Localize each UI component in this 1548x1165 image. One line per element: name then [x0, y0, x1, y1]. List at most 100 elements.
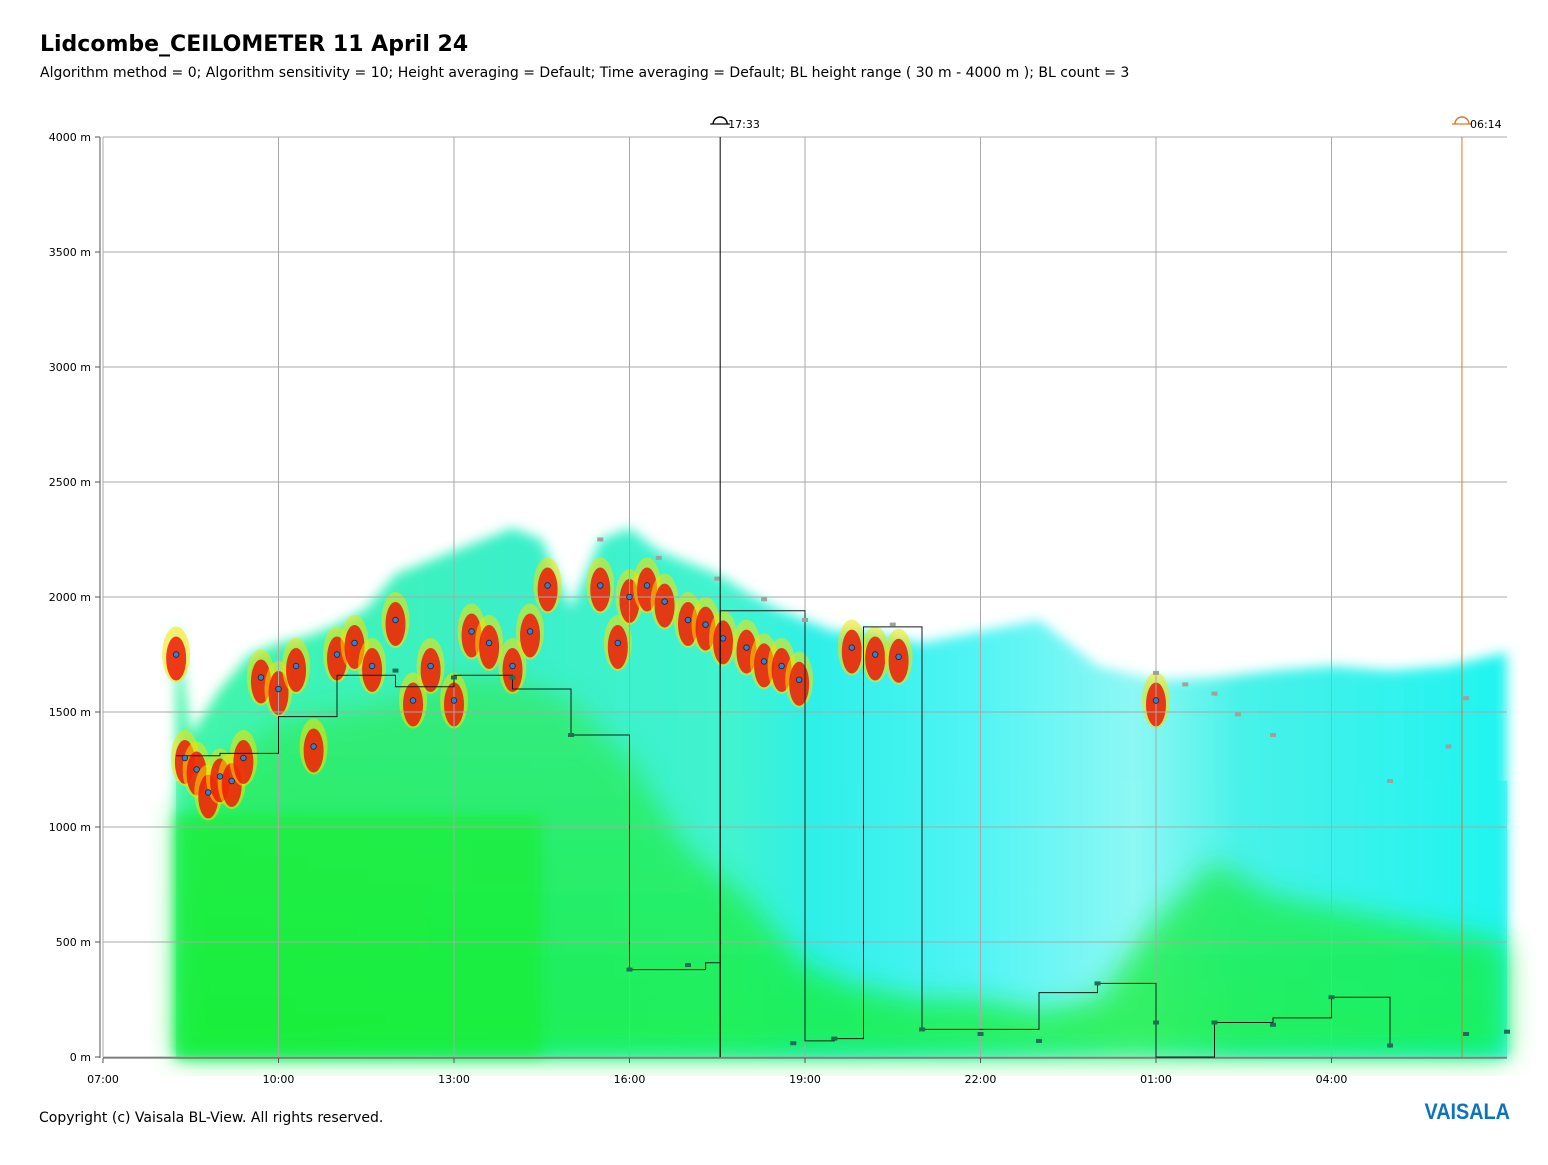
cloud-base-point-32 — [760, 658, 768, 665]
cloud-base-point-20 — [509, 662, 516, 670]
cloud-base-point-37 — [895, 653, 902, 660]
bl-dot-0 — [392, 668, 399, 673]
sunrise-icon — [1451, 116, 1472, 125]
cloud-core-37 — [888, 638, 909, 683]
residual-dot-13 — [1463, 696, 1470, 701]
bl-dot-12 — [1153, 1020, 1159, 1025]
cloud-base-point-2 — [193, 766, 200, 773]
cloud-base-point-8 — [275, 685, 282, 693]
cloud-base-point-21 — [526, 628, 534, 635]
bl-dot-4 — [626, 967, 633, 972]
residual-dot-6 — [1153, 670, 1159, 675]
cloud-base-point-4 — [216, 773, 224, 780]
y-tick-label-5: 2500 m — [49, 476, 91, 489]
bl-dot-11 — [1094, 981, 1101, 986]
x-tick-label-6: 01:00 — [1140, 1073, 1172, 1086]
bl-dot-14 — [1270, 1022, 1276, 1027]
y-tick-label-3: 1500 m — [49, 706, 91, 719]
cloud-core-15 — [403, 682, 424, 727]
x-tick-label-1: 10:00 — [263, 1073, 295, 1086]
residual-dot-10 — [1270, 733, 1276, 737]
bl-dot-9 — [977, 1032, 984, 1036]
residual-dot-2 — [714, 576, 721, 581]
chart-title: Lidcombe_CEILOMETER 11 April 24 — [40, 32, 469, 57]
cloud-base-point-25 — [626, 593, 633, 601]
cloud-core-30 — [713, 620, 734, 665]
cloud-core-21 — [520, 613, 541, 658]
residual-dot-9 — [1234, 712, 1241, 717]
cloud-base-point-36 — [872, 651, 879, 658]
cloud-base-point-7 — [257, 674, 265, 681]
cloud-base-point-14 — [392, 616, 399, 624]
cloud-core-22 — [537, 567, 558, 612]
residual-dot-7 — [1182, 682, 1189, 687]
vaisala-logo: VAISALA — [1424, 1099, 1510, 1124]
x-tick-label-3: 16:00 — [614, 1073, 646, 1086]
bl-dot-6 — [790, 1041, 797, 1046]
y-tick-label-8: 4000 m — [49, 131, 91, 144]
cloud-base-point-26 — [643, 582, 651, 589]
cloud-core-23 — [590, 567, 611, 612]
chart-subtitle: Algorithm method = 0; Algorithm sensitiv… — [40, 65, 1130, 81]
cloud-core-20 — [502, 648, 523, 692]
residual-dot-3 — [761, 597, 768, 602]
aerosol-morning — [176, 815, 542, 1057]
axes: 17:33 06:14 0 m 500 m 1000 m 1500 m 2000 m 2500… — [49, 116, 1507, 1086]
cloud-base-point-23 — [597, 582, 604, 589]
copyright-notice: Copyright (c) Vaisala BL-View. All right… — [39, 1110, 384, 1126]
cloud-base-point-35 — [848, 644, 855, 651]
cloud-core-16 — [420, 648, 441, 692]
bl-dot-10 — [1036, 1038, 1042, 1043]
cloud-base-point-34 — [795, 676, 803, 683]
cloud-base-point-19 — [485, 639, 493, 647]
cloud-base-point-17 — [450, 697, 458, 704]
y-tick-label-7: 3500 m — [49, 246, 91, 259]
cloud-base-point-9 — [292, 662, 300, 670]
residual-dot-11 — [1387, 779, 1393, 783]
cloud-core-24 — [607, 625, 628, 669]
cloud-base-point-12 — [351, 639, 358, 647]
cloud-core-19 — [479, 625, 500, 669]
cloud-core-13 — [362, 648, 383, 692]
boundary-layer-marks — [172, 137, 1510, 1058]
cloud-core-9 — [286, 648, 307, 692]
cloud-base-point-24 — [614, 639, 621, 647]
cloud-core-0 — [166, 636, 187, 681]
cloud-core-10 — [303, 728, 324, 773]
bl-dot-3 — [568, 733, 574, 737]
y-tick-label-4: 2000 m — [49, 591, 91, 604]
bl-dot-16 — [1387, 1043, 1393, 1048]
bl-dot-18 — [1504, 1029, 1510, 1034]
cloud-base-point-13 — [368, 662, 376, 670]
y-tick-label-0: 0 m — [70, 1051, 91, 1064]
cloud-core-27 — [654, 583, 675, 628]
x-tick-label-4: 19:00 — [789, 1073, 821, 1086]
cloud-base-point-33 — [778, 662, 785, 670]
bl-dot-17 — [1463, 1032, 1470, 1036]
cloud-core-35 — [841, 629, 862, 674]
bl-dot-2 — [509, 675, 516, 680]
cloud-base-point-30 — [719, 635, 727, 642]
cloud-core-6 — [233, 740, 254, 784]
cloud-base-point-15 — [409, 697, 417, 704]
y-tick-label-6: 3000 m — [49, 361, 91, 374]
cloud-base-point-27 — [661, 598, 668, 605]
cloud-base-point-10 — [310, 743, 317, 750]
sunset-icon — [710, 116, 731, 125]
cloud-base-point-28 — [684, 616, 692, 624]
sunrise-icon-arc — [1454, 116, 1470, 125]
x-tick-label-0: 07:00 — [87, 1073, 119, 1086]
residual-dot-0 — [597, 537, 604, 542]
residual-dot-1 — [655, 555, 662, 560]
cloud-base-point-6 — [240, 754, 247, 762]
cloud-base-point-18 — [468, 628, 475, 635]
sunset-time-label: 17:33 — [728, 118, 760, 131]
cloud-base-point-11 — [333, 651, 341, 658]
cloud-base-point-31 — [743, 644, 750, 651]
bl-dot-15 — [1328, 995, 1335, 1000]
cloud-base-point-29 — [702, 621, 709, 628]
cloud-base-point-5 — [228, 777, 235, 785]
cloud-core-34 — [789, 661, 810, 706]
y-tick-label-2: 1000 m — [49, 821, 91, 834]
